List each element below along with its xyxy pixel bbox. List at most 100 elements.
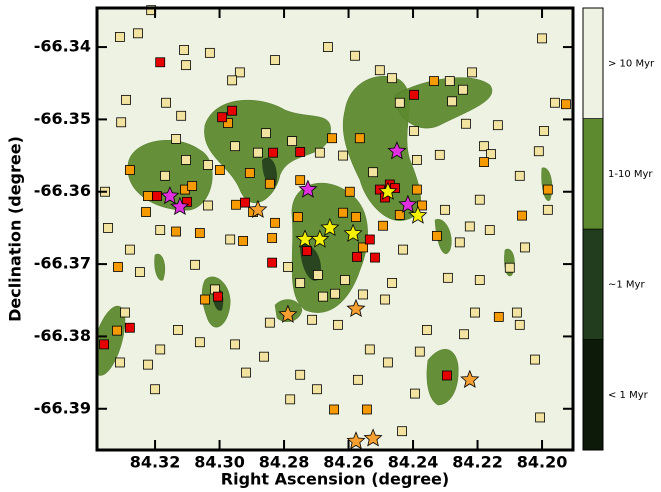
x-tick-label: 84.24 [388, 453, 439, 472]
colorbar-segment [582, 339, 604, 451]
square-marker [414, 346, 425, 357]
x-tick-label: 84.20 [517, 453, 568, 472]
square-marker [171, 226, 181, 237]
square-marker [493, 311, 504, 322]
star-marker [363, 428, 383, 447]
square-marker [295, 277, 306, 288]
square-marker [370, 252, 380, 263]
square-marker [434, 149, 445, 160]
square-marker [121, 94, 131, 105]
square-marker [270, 55, 280, 65]
square-marker [112, 325, 122, 336]
square-marker [333, 319, 343, 330]
square-marker [124, 322, 135, 333]
y-tick-label: -66.38 [34, 326, 91, 345]
contour [154, 253, 166, 281]
colorbar-segment [582, 228, 604, 340]
square-marker [230, 339, 240, 350]
square-marker [120, 307, 130, 318]
square-marker [116, 117, 127, 128]
square-marker [514, 319, 525, 330]
colorbar-label: ~1 Myr [608, 279, 645, 290]
square-marker [539, 126, 549, 136]
square-marker [442, 272, 453, 283]
square-marker [561, 99, 571, 110]
star-marker [346, 431, 366, 450]
square-marker [200, 294, 210, 305]
square-marker [484, 225, 495, 235]
square-marker [358, 242, 368, 253]
x-tick-label: 84.26 [323, 453, 374, 472]
star-marker [398, 194, 418, 213]
square-marker [364, 234, 375, 245]
square-marker [378, 220, 388, 231]
square-marker [409, 89, 419, 100]
square-marker [398, 244, 408, 255]
square-marker [422, 325, 432, 335]
square-marker [203, 200, 213, 211]
square-marker [173, 325, 183, 335]
colorbar-segment [582, 7, 604, 119]
square-marker [394, 97, 405, 108]
square-marker [417, 200, 427, 211]
square-marker [261, 128, 271, 139]
square-marker [302, 246, 312, 256]
square-marker [194, 228, 205, 238]
star-marker [160, 186, 180, 205]
square-marker [387, 277, 397, 288]
contour [434, 218, 452, 254]
square-marker [374, 65, 385, 76]
contour [97, 305, 126, 376]
square-marker [114, 357, 125, 368]
square-marker [514, 170, 525, 181]
square-marker [134, 267, 145, 277]
square-marker [204, 47, 215, 58]
square-marker [340, 275, 350, 285]
square-marker [459, 329, 469, 340]
star-marker [343, 223, 363, 242]
square-marker [358, 289, 368, 300]
square-marker [327, 133, 337, 144]
points [99, 5, 571, 450]
ticks: 84.32 84.30 84.28 84.26 84.24 84.22 84.20 -66.3… [34, 8, 573, 472]
square-marker [492, 120, 503, 131]
square-marker [155, 344, 166, 355]
square-marker [124, 244, 135, 255]
square-marker [447, 96, 457, 107]
square-marker [133, 28, 143, 39]
square-marker [338, 207, 348, 218]
colorbar-label: < 1 Myr [608, 390, 649, 401]
square-marker [267, 233, 278, 243]
x-tick-label: 84.28 [259, 453, 310, 472]
square-marker [397, 426, 407, 437]
star-marker [170, 196, 190, 216]
square-marker [99, 339, 109, 350]
square-marker [351, 212, 361, 222]
square-marker [517, 210, 527, 221]
square-marker [504, 262, 515, 273]
star-marker [248, 199, 268, 218]
square-marker [155, 57, 166, 68]
square-marker [537, 33, 547, 44]
square-marker [295, 369, 306, 380]
star-marker [320, 217, 340, 237]
square-marker [213, 291, 223, 302]
square-marker [533, 146, 544, 157]
square-marker [234, 67, 245, 78]
square-marker [227, 75, 238, 86]
square-marker [330, 288, 340, 299]
square-marker [412, 155, 422, 165]
square-marker [253, 147, 263, 158]
x-tick-label: 84.32 [130, 453, 181, 472]
square-marker [479, 157, 489, 167]
square-marker [470, 307, 480, 318]
square-marker [295, 147, 306, 157]
star-marker [278, 304, 298, 323]
square-marker [318, 291, 328, 302]
square-marker [152, 191, 162, 201]
square-marker [161, 97, 171, 108]
square-marker [338, 150, 348, 161]
square-marker [530, 354, 540, 365]
square-marker [520, 242, 530, 253]
square-marker [230, 141, 240, 152]
